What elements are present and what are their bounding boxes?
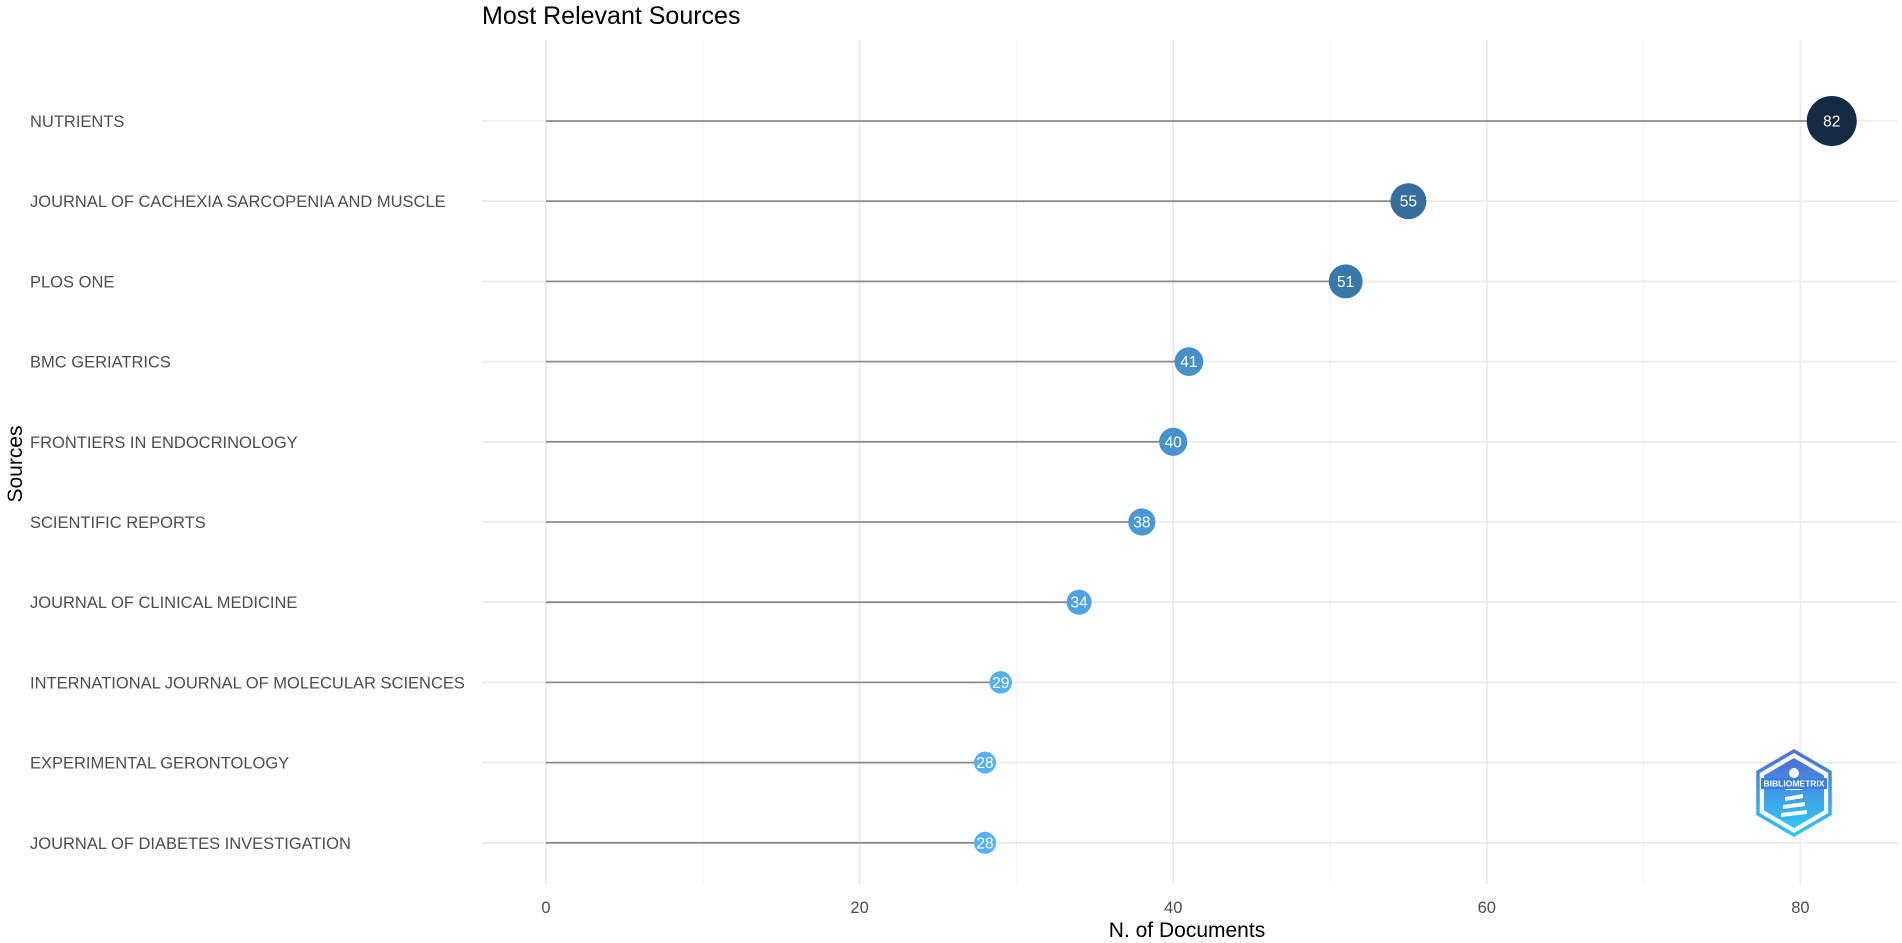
x-axis-title: N. of Documents — [1109, 919, 1265, 942]
bibliometrix-logo: BIBLIOMETRIX — [1756, 748, 1832, 838]
x-tick-label: 0 — [541, 899, 550, 917]
data-points: 82 55 51 41 40 38 34 29 28 28 — [974, 96, 1857, 854]
data-point — [1328, 264, 1363, 299]
value-label: 34 — [1070, 595, 1088, 612]
x-tick-label: 20 — [850, 899, 868, 917]
data-point — [1806, 96, 1857, 146]
x-tick-label: 60 — [1478, 899, 1496, 917]
category-label: BMC GERIATRICS — [30, 354, 171, 372]
value-label: 51 — [1337, 274, 1354, 291]
value-label: 29 — [992, 675, 1009, 692]
value-label: 28 — [976, 755, 993, 772]
category-label: INTERNATIONAL JOURNAL OF MOLECULAR SCIEN… — [30, 674, 465, 692]
chart-title: Most Relevant Sources — [482, 2, 740, 30]
category-label: JOURNAL OF DIABETES INVESTIGATION — [30, 835, 351, 853]
value-label: 38 — [1133, 515, 1150, 532]
data-point — [1159, 427, 1188, 456]
stems — [546, 120, 1832, 844]
x-tick-labels: 0 20 40 60 80 — [541, 899, 1809, 917]
value-label: 41 — [1180, 354, 1197, 371]
category-label: JOURNAL OF CLINICAL MEDICINE — [30, 594, 297, 612]
category-labels: NUTRIENTS JOURNAL OF CACHEXIA SARCOPENIA … — [30, 113, 465, 853]
category-label: JOURNAL OF CACHEXIA SARCOPENIA AND MUSCL… — [30, 193, 446, 211]
logo-text: BIBLIOMETRIX — [1764, 779, 1825, 789]
data-point — [974, 831, 997, 854]
data-point — [1174, 347, 1204, 376]
x-tick-label: 80 — [1791, 899, 1809, 917]
value-label: 82 — [1823, 114, 1840, 131]
category-label: FRONTIERS IN ENDOCRINOLOGY — [30, 434, 298, 452]
data-point — [1128, 508, 1156, 536]
category-label: EXPERIMENTAL GERONTOLOGY — [30, 755, 289, 773]
y-axis-title: Sources — [4, 425, 27, 502]
x-tick-label: 40 — [1164, 899, 1182, 917]
value-label: 40 — [1165, 434, 1183, 451]
value-label: 28 — [976, 835, 993, 852]
data-point — [1390, 183, 1427, 220]
category-label: PLOS ONE — [30, 273, 114, 291]
category-label: SCIENTIFIC REPORTS — [30, 514, 206, 532]
data-point — [974, 751, 997, 774]
data-point — [1066, 589, 1092, 615]
value-label: 55 — [1400, 194, 1417, 211]
data-point — [989, 671, 1012, 694]
category-label: NUTRIENTS — [30, 113, 124, 131]
grid-lines — [482, 40, 1898, 884]
